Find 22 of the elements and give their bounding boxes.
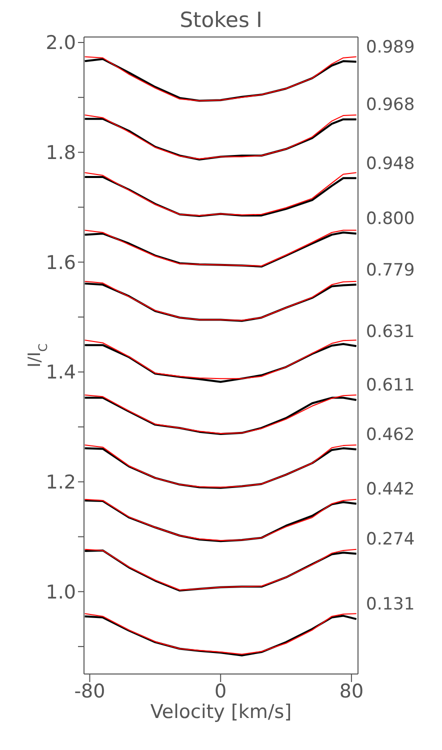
y-tick-label: 1.6 — [46, 252, 76, 274]
y-tick-label: 1.0 — [46, 581, 76, 604]
x-tick-label: -80 — [74, 680, 106, 702]
x-tick-label: 80 — [339, 680, 364, 702]
y-tick-label: 2.0 — [46, 32, 76, 54]
series-label: 0.968 — [366, 95, 415, 116]
x-tick-label: 0 — [214, 680, 227, 702]
series-label: 0.462 — [366, 425, 415, 446]
y-tick-label: 1.8 — [46, 142, 76, 164]
series-label: 0.800 — [366, 209, 415, 230]
series-label: 0.989 — [366, 37, 415, 58]
series-label: 0.131 — [366, 594, 415, 615]
chart-title: Stokes I — [178, 8, 264, 32]
x-axis-title: Velocity [km/s] — [150, 701, 292, 723]
series-label: 0.948 — [366, 154, 415, 174]
series-label: 0.442 — [366, 479, 415, 500]
series-label: 0.274 — [366, 529, 415, 550]
series-label: 0.631 — [366, 322, 415, 342]
y-tick-label: 1.2 — [46, 472, 76, 494]
series-label: 0.611 — [366, 376, 415, 396]
series-label: 0.779 — [366, 260, 415, 280]
y-tick-label: 1.4 — [46, 362, 76, 384]
